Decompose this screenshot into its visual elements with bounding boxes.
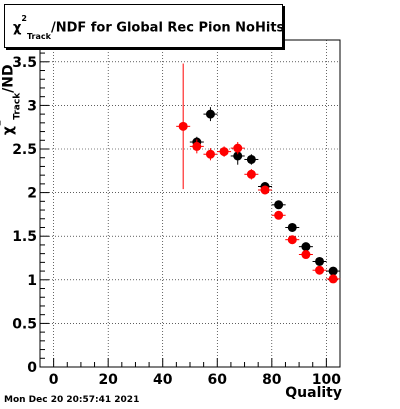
data-point xyxy=(192,141,202,151)
y-tick-label: 3.5 xyxy=(12,55,37,71)
data-point xyxy=(328,266,338,276)
x-tick-label: 100 xyxy=(312,372,341,388)
data-point xyxy=(246,154,256,164)
y-tick-label: 0.5 xyxy=(12,316,37,332)
y-tick-label: 0 xyxy=(27,360,37,376)
y-axis-label: χ2Track/ND xyxy=(0,64,24,136)
timestamp: Mon Dec 20 20:57:41 2021 xyxy=(4,395,140,405)
data-point xyxy=(178,121,188,131)
x-tick-label: 20 xyxy=(98,372,118,388)
x-tick-label: 60 xyxy=(208,372,228,388)
y-tick-label: 2.5 xyxy=(12,142,37,158)
data-point xyxy=(274,210,284,220)
grid-lines xyxy=(40,40,340,368)
data-point xyxy=(274,200,284,210)
data-point xyxy=(219,147,229,157)
axis-ticks: 0 20 40 60 80 100 0 0.5 1 1.5 2 2.5 3 3.5 xyxy=(12,43,341,388)
x-tick-label: 0 xyxy=(49,372,59,388)
data-point xyxy=(315,256,325,266)
y-tick-label: 3 xyxy=(27,98,37,114)
data-point xyxy=(301,250,311,260)
data-point xyxy=(233,151,243,161)
data-point xyxy=(287,222,297,232)
y-tick-label: 1 xyxy=(27,273,37,289)
title-box: χ2Track/NDF for Global Rec Pion NoHits xyxy=(4,4,285,48)
data-point xyxy=(205,109,215,119)
x-axis-label: Quality xyxy=(285,385,342,401)
data-point xyxy=(205,149,215,159)
y-tick-label: 2 xyxy=(27,186,37,202)
data-point xyxy=(287,235,297,245)
x-tick-label: 40 xyxy=(153,372,173,388)
x-tick-label: 80 xyxy=(262,372,282,388)
chart-title: χ2Track/NDF for Global Rec Pion NoHits xyxy=(13,14,285,41)
y-tick-label: 1.5 xyxy=(12,229,37,245)
data-point xyxy=(260,185,270,195)
data-marks xyxy=(176,63,341,284)
plot-frame xyxy=(39,39,341,368)
data-point xyxy=(301,242,311,252)
data-point xyxy=(246,169,256,179)
data-point xyxy=(233,143,243,153)
data-point xyxy=(328,274,338,284)
data-point xyxy=(315,265,325,275)
